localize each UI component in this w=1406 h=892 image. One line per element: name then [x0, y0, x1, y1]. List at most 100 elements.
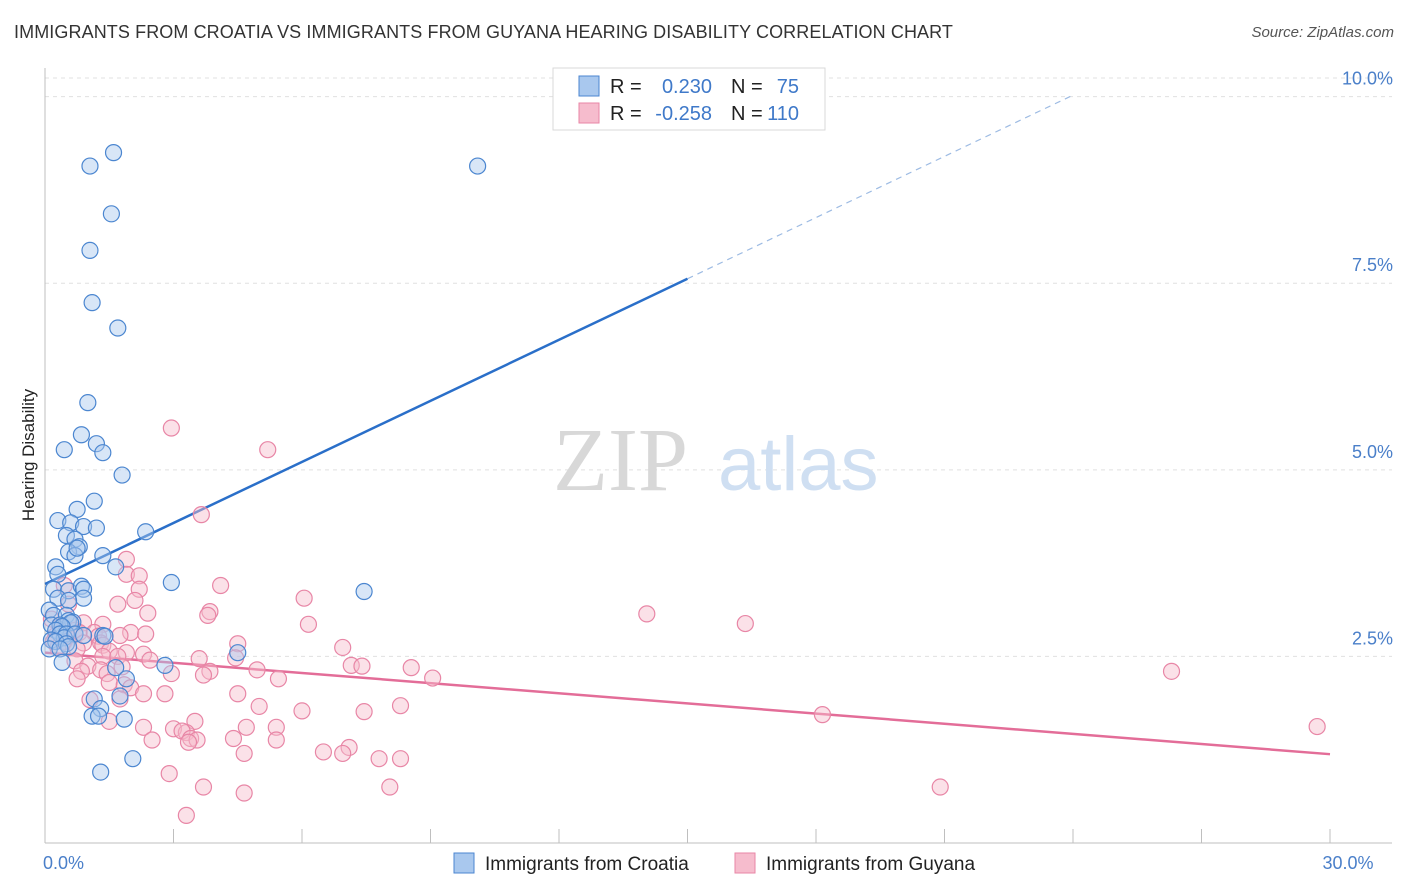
croatia-point — [53, 653, 71, 671]
legend-n-label-croatia: N = — [731, 76, 763, 98]
guyana-point — [68, 670, 86, 688]
watermark-zip: ZIP — [553, 411, 688, 510]
croatia-point — [74, 589, 93, 607]
guyana-point — [334, 744, 352, 763]
guyana-point — [267, 718, 285, 736]
guyana-point — [295, 589, 313, 607]
guyana-point — [402, 659, 420, 677]
series-legend-swatch-guyana — [734, 852, 756, 874]
croatia-point — [62, 614, 80, 632]
legend-r-value-guyana: -0.258 — [655, 103, 712, 125]
guyana-point — [424, 669, 442, 687]
guyana-point — [126, 591, 144, 610]
tick-label-layer: 2.5% 5.0% 7.5% 10.0% 0.0% 30.0% — [43, 69, 1393, 873]
y-tick-label: 7.5% — [1352, 255, 1393, 275]
guyana-point — [141, 651, 159, 669]
croatia-point — [96, 627, 114, 645]
guyana-point — [229, 635, 247, 653]
croatia-point — [229, 644, 247, 662]
guyana-point — [199, 606, 217, 624]
series-legend-label-guyana: Immigrants from Guyana — [766, 854, 975, 875]
croatia-point — [85, 690, 103, 708]
croatia-point — [87, 435, 106, 453]
guyana-point — [122, 623, 140, 642]
croatia-point — [62, 514, 80, 532]
y-axis-title: Hearing Disability — [19, 388, 38, 521]
croatia-point — [51, 640, 69, 658]
croatia-point — [469, 157, 487, 175]
guyana-point — [638, 605, 656, 623]
croatia-point — [83, 707, 101, 725]
croatia-point — [94, 547, 112, 565]
guyana-point — [391, 750, 410, 768]
croatia-point — [107, 659, 125, 677]
guyana-point — [66, 652, 84, 670]
guyana-point — [314, 743, 333, 761]
trend-line-guyana — [44, 651, 1331, 756]
croatia-point — [49, 565, 67, 583]
croatia-point — [109, 319, 127, 337]
guyana-point — [391, 697, 410, 715]
guyana-point — [94, 647, 112, 666]
croatia-point — [85, 492, 103, 510]
guyana-point — [179, 733, 198, 751]
guyana-point — [134, 645, 153, 663]
croatia-point — [117, 670, 135, 688]
guyana-point — [250, 697, 268, 716]
guyana-point — [134, 685, 153, 703]
guyana-point — [212, 576, 230, 595]
guyana-point — [229, 685, 247, 703]
grid-layer — [45, 77, 1392, 657]
legend-r-label-croatia: R = — [610, 76, 642, 98]
croatia-point — [92, 763, 110, 781]
croatia-point — [102, 205, 120, 223]
guyana-point — [100, 673, 118, 692]
croatia-point — [74, 517, 93, 536]
guyana-point — [190, 650, 208, 668]
legend-n-value-croatia: 75 — [777, 76, 799, 98]
guyana-point — [293, 702, 311, 720]
guyana-point — [269, 670, 288, 688]
croatia-point — [156, 656, 174, 674]
croatia-point — [79, 394, 97, 412]
guyana-point — [235, 744, 253, 763]
guyana-point — [381, 778, 399, 796]
guyana-point — [237, 718, 255, 736]
stats-legend: R = 0.230 N = 75 R = -0.258 N = 110 — [552, 67, 826, 131]
croatia-point — [68, 539, 86, 557]
guyana-point — [248, 661, 266, 679]
guyana-point — [137, 625, 155, 643]
legend-r-label-guyana: R = — [610, 103, 642, 125]
croatia-point — [44, 580, 63, 598]
croatia-point — [57, 526, 76, 545]
watermark-atlas: atlas — [718, 422, 879, 507]
y-tick-label: 10.0% — [1342, 69, 1393, 89]
croatia-point — [162, 573, 180, 592]
croatia-point — [81, 157, 99, 175]
legend-n-label-guyana: N = — [731, 103, 763, 125]
guyana-point — [162, 419, 180, 437]
guyana-point — [340, 738, 358, 757]
guyana-point — [111, 626, 129, 645]
guyana-point — [259, 441, 277, 459]
guyana-point — [813, 706, 832, 724]
legend-swatch-guyana — [578, 102, 600, 124]
croatia-point — [81, 241, 99, 260]
guyana-point — [130, 567, 148, 585]
y-tick-label: 2.5% — [1352, 628, 1393, 648]
legend-r-value-croatia: 0.230 — [662, 76, 712, 98]
guyana-point — [109, 595, 127, 613]
guyana-point — [1308, 717, 1326, 736]
croatia-point — [59, 591, 78, 610]
points-layer — [40, 144, 1326, 824]
guyana-point — [160, 764, 178, 783]
guyana-point — [931, 778, 949, 796]
croatia-point — [55, 441, 73, 459]
guyana-point — [194, 666, 213, 684]
series-legend-swatch-croatia — [453, 852, 475, 874]
guyana-point — [143, 731, 161, 749]
croatia-point — [74, 626, 93, 645]
guyana-point — [156, 685, 174, 703]
croatia-point — [72, 426, 91, 444]
guyana-point — [355, 703, 373, 721]
